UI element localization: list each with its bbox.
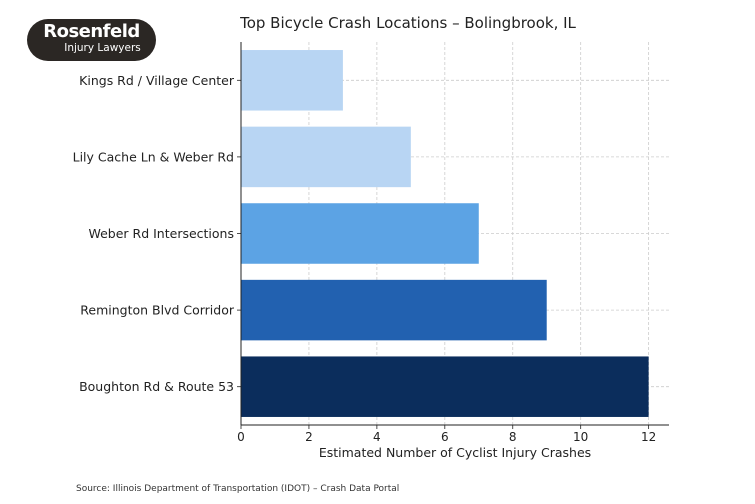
y-tick-label: Weber Rd Intersections bbox=[88, 226, 234, 241]
chart-title: Top Bicycle Crash Locations – Bolingbroo… bbox=[239, 14, 576, 32]
x-axis-label: Estimated Number of Cyclist Injury Crash… bbox=[319, 445, 591, 460]
y-tick-label: Kings Rd / Village Center bbox=[79, 73, 235, 88]
y-tick-label: Remington Blvd Corridor bbox=[80, 303, 235, 318]
x-tick-label: 0 bbox=[237, 430, 245, 444]
logo: Rosenfeld Injury Lawyers bbox=[27, 19, 156, 61]
x-tick-label: 10 bbox=[573, 430, 588, 444]
y-tick-label: Boughton Rd & Route 53 bbox=[79, 379, 234, 394]
bar-1 bbox=[241, 126, 411, 188]
x-tick-label: 4 bbox=[373, 430, 381, 444]
logo-name: Rosenfeld bbox=[43, 21, 140, 42]
y-tick-label: Lily Cache Ln & Weber Rd bbox=[73, 149, 234, 164]
x-tick-label: 2 bbox=[305, 430, 313, 444]
bar-4 bbox=[241, 356, 649, 417]
x-tick-label: 6 bbox=[441, 430, 449, 444]
source-note: Source: Illinois Department of Transport… bbox=[76, 484, 400, 494]
bar-0 bbox=[241, 50, 343, 111]
x-tick-label: 8 bbox=[509, 430, 517, 444]
bar-2 bbox=[241, 203, 479, 264]
x-tick-label: 12 bbox=[641, 430, 656, 444]
bar-3 bbox=[241, 279, 547, 341]
logo-tagline: Injury Lawyers bbox=[64, 42, 141, 54]
